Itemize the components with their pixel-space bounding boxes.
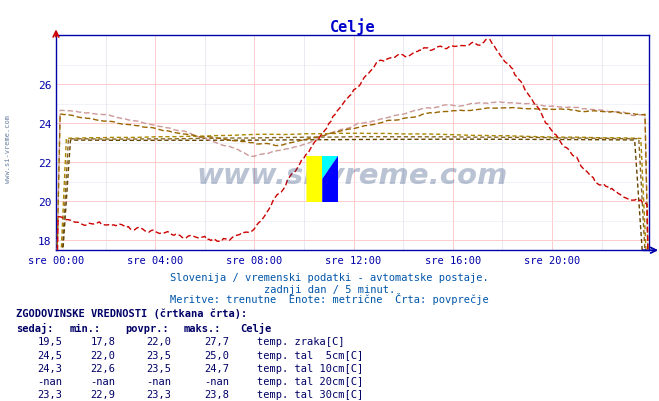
Text: www.si-vreme.com: www.si-vreme.com xyxy=(197,162,508,190)
Text: ZGODOVINSKE VREDNOSTI (črtkana črta):: ZGODOVINSKE VREDNOSTI (črtkana črta): xyxy=(16,308,248,318)
Text: 22,6: 22,6 xyxy=(90,363,115,373)
Text: min.:: min.: xyxy=(69,323,100,333)
Text: 27,7: 27,7 xyxy=(204,336,229,346)
Polygon shape xyxy=(322,156,338,203)
Text: povpr.:: povpr.: xyxy=(125,323,169,333)
Text: Slovenija / vremenski podatki - avtomatske postaje.: Slovenija / vremenski podatki - avtomats… xyxy=(170,273,489,283)
Text: sedaj:: sedaj: xyxy=(16,322,54,333)
Polygon shape xyxy=(306,156,322,203)
Text: 25,0: 25,0 xyxy=(204,350,229,360)
Text: 24,5: 24,5 xyxy=(38,350,63,360)
Text: 23,3: 23,3 xyxy=(146,389,171,399)
Text: temp. zraka[C]: temp. zraka[C] xyxy=(257,336,345,346)
Text: temp. tal  5cm[C]: temp. tal 5cm[C] xyxy=(257,350,363,360)
Text: -nan: -nan xyxy=(38,376,63,386)
Text: maks.:: maks.: xyxy=(183,323,221,333)
Text: 23,3: 23,3 xyxy=(38,389,63,399)
Text: zadnji dan / 5 minut.: zadnji dan / 5 minut. xyxy=(264,284,395,294)
Text: -nan: -nan xyxy=(146,376,171,386)
Title: Celje: Celje xyxy=(330,18,376,35)
Polygon shape xyxy=(322,156,338,180)
Text: 22,0: 22,0 xyxy=(146,336,171,346)
Text: 23,5: 23,5 xyxy=(146,350,171,360)
Text: temp. tal 30cm[C]: temp. tal 30cm[C] xyxy=(257,389,363,399)
Text: 24,3: 24,3 xyxy=(38,363,63,373)
Text: 22,0: 22,0 xyxy=(90,350,115,360)
Polygon shape xyxy=(306,156,322,203)
Text: -nan: -nan xyxy=(90,376,115,386)
Text: temp. tal 10cm[C]: temp. tal 10cm[C] xyxy=(257,363,363,373)
Text: 17,8: 17,8 xyxy=(90,336,115,346)
Text: Celje: Celje xyxy=(241,322,272,333)
Text: 24,7: 24,7 xyxy=(204,363,229,373)
Text: 23,8: 23,8 xyxy=(204,389,229,399)
Text: Meritve: trenutne  Enote: metrične  Črta: povprečje: Meritve: trenutne Enote: metrične Črta: … xyxy=(170,292,489,304)
Text: www.si-vreme.com: www.si-vreme.com xyxy=(5,114,11,182)
Text: 19,5: 19,5 xyxy=(38,336,63,346)
Text: -nan: -nan xyxy=(204,376,229,386)
Text: temp. tal 20cm[C]: temp. tal 20cm[C] xyxy=(257,376,363,386)
Text: 22,9: 22,9 xyxy=(90,389,115,399)
Text: 23,5: 23,5 xyxy=(146,363,171,373)
